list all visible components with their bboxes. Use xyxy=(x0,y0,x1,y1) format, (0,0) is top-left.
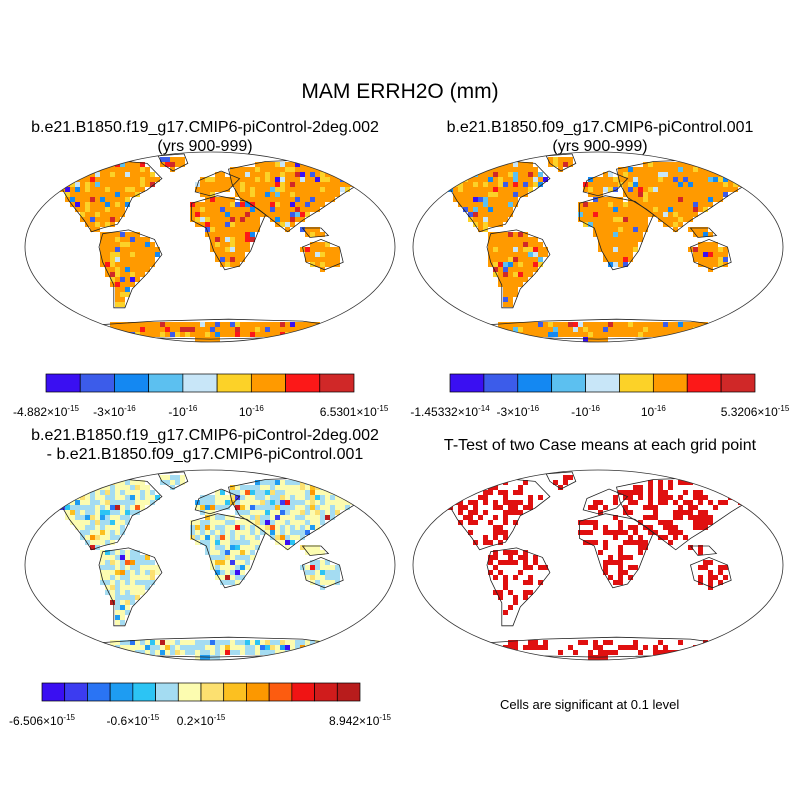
colorbar-3-swatch-10 xyxy=(268,682,293,702)
colorbar-3-swatch-9 xyxy=(246,682,270,702)
colorbar-3-label-3: 8.942×10-15 xyxy=(329,713,391,728)
colorbar-1-swatch-5 xyxy=(216,373,252,393)
ttest-footnote: Cells are significant at 0.1 level xyxy=(500,697,680,712)
colorbar-1-swatch-6 xyxy=(250,373,286,393)
colorbar-2-label-3: 10-16 xyxy=(640,404,666,419)
colorbar-3-swatch-4 xyxy=(132,682,156,702)
panel1-title-line2: (yrs 900-999) xyxy=(157,138,253,155)
colorbar-3-swatch-5 xyxy=(155,682,179,702)
coastline-6 xyxy=(302,238,344,271)
colorbar-1-swatch-0 xyxy=(45,373,81,393)
panel4-title: T-Test of two Case means at each grid po… xyxy=(405,436,795,455)
coastline-4 xyxy=(191,195,266,271)
panel1-title: b.e21.B1850.f19_g17.CMIP6-piControl-2deg… xyxy=(10,118,400,156)
colorbar-1-label-2: -10-16 xyxy=(168,404,198,419)
coastline-3 xyxy=(582,488,629,515)
colorbar-3-swatch-11 xyxy=(291,682,315,702)
coastline-0 xyxy=(57,477,163,551)
panel3-title-line1: b.e21.B1850.f19_g17.CMIP6-piControl-2deg… xyxy=(31,427,379,444)
coastline-1 xyxy=(157,153,189,172)
colorbar-2-swatch-4 xyxy=(585,373,620,393)
coastline-4 xyxy=(191,513,266,589)
colorbar-1-label-3: 10-16 xyxy=(238,404,264,419)
coastline-2 xyxy=(486,229,551,309)
map-border-3 xyxy=(24,469,396,661)
coastline-0 xyxy=(57,159,163,233)
colorbar-3-swatch-0 xyxy=(41,682,66,702)
colorbar-2-swatch-6 xyxy=(652,373,688,393)
figure-title: MAM ERRH2O (mm) xyxy=(301,80,499,103)
colorbar-1-label-1: -3×10-16 xyxy=(93,404,136,419)
colorbar-2-swatch-5 xyxy=(619,373,654,393)
coastline-6 xyxy=(302,556,344,589)
coastline-1 xyxy=(157,471,189,490)
colorbar-3 xyxy=(41,682,361,702)
panel2-title-line1: b.e21.B1850.f09_g17.CMIP6-piControl.001 xyxy=(446,119,754,136)
colorbar-1-label-0: -4.882×10-15 xyxy=(13,404,79,419)
panel4-title-line1: T-Test of two Case means at each grid po… xyxy=(443,437,757,454)
panel1-title-line1: b.e21.B1850.f19_g17.CMIP6-piControl-2deg… xyxy=(31,119,379,136)
colorbar-3-swatch-8 xyxy=(223,682,247,702)
colorbar-3-label-2: 0.2×10-15 xyxy=(176,713,226,728)
colorbar-2-label-2: -10-16 xyxy=(571,404,600,419)
colorbar-2-label-0: -1.45332×10-14 xyxy=(410,404,490,419)
coastline-1 xyxy=(545,471,577,490)
colorbar-2-label-4: 5.3206×10-15 xyxy=(720,404,790,419)
colorbar-1 xyxy=(45,373,355,393)
map-border-1 xyxy=(24,151,396,343)
coastline-6 xyxy=(690,556,732,589)
coastline-2 xyxy=(486,547,551,627)
colorbar-2-swatch-2 xyxy=(517,373,553,393)
colorbar-3-label-1: -0.6×10-15 xyxy=(106,713,160,728)
coastline-4 xyxy=(579,513,654,589)
map-border-2 xyxy=(412,151,784,343)
coastline-2 xyxy=(98,229,163,309)
colorbar-2-swatch-0 xyxy=(449,373,485,393)
colorbar-2 xyxy=(449,373,756,393)
colorbar-1-swatch-8 xyxy=(319,373,355,393)
panel2-title: b.e21.B1850.f09_g17.CMIP6-piControl.001 … xyxy=(405,118,795,156)
coastline-2 xyxy=(98,547,163,627)
colorbar-1-label-4: 6.5301×10-15 xyxy=(319,404,389,419)
colorbar-3-swatch-13 xyxy=(336,682,361,702)
colorbar-1-swatch-3 xyxy=(148,373,184,393)
coastline-7 xyxy=(301,227,330,238)
coastline-0 xyxy=(445,159,551,233)
coastline-6 xyxy=(690,238,732,271)
coastline-3 xyxy=(582,170,629,197)
coastline-7 xyxy=(689,227,718,238)
coastline-7 xyxy=(301,545,330,556)
colorbar-2-swatch-8 xyxy=(720,373,756,393)
colorbar-1-swatch-1 xyxy=(79,373,115,393)
map-panel-1 xyxy=(24,151,396,343)
map-panel-3 xyxy=(24,469,396,661)
coastline-7 xyxy=(689,545,718,556)
colorbar-3-swatch-2 xyxy=(87,682,111,702)
panel2-title-line2: (yrs 900-999) xyxy=(552,138,648,155)
map-panel-2 xyxy=(412,151,784,343)
colorbar-2-swatch-7 xyxy=(686,373,722,393)
panel3-title: b.e21.B1850.f19_g17.CMIP6-piControl-2deg… xyxy=(10,426,400,464)
colorbar-1-swatch-4 xyxy=(182,373,218,393)
colorbar-3-swatch-12 xyxy=(314,682,338,702)
colorbar-3-swatch-7 xyxy=(200,682,225,702)
coastline-1 xyxy=(545,153,577,172)
colorbar-3-swatch-3 xyxy=(109,682,134,702)
colorbar-2-swatch-1 xyxy=(483,373,519,393)
colorbar-1-swatch-2 xyxy=(114,373,150,393)
colorbar-3-swatch-6 xyxy=(177,682,202,702)
coastline-3 xyxy=(194,170,241,197)
coastline-3 xyxy=(194,488,241,515)
map-border-4 xyxy=(412,469,784,661)
colorbar-3-swatch-1 xyxy=(64,682,88,702)
colorbar-1-swatch-7 xyxy=(285,373,321,393)
coastline-4 xyxy=(579,195,654,271)
colorbar-2-label-1: -3×10-16 xyxy=(496,404,540,419)
map-panel-4 xyxy=(412,469,784,661)
panel3-title-line2: - b.e21.B1850.f09_g17.CMIP6-piControl.00… xyxy=(46,446,364,463)
coastline-0 xyxy=(445,477,551,551)
colorbar-2-swatch-3 xyxy=(551,373,586,393)
colorbar-3-label-0: -6.506×10-15 xyxy=(9,713,75,728)
